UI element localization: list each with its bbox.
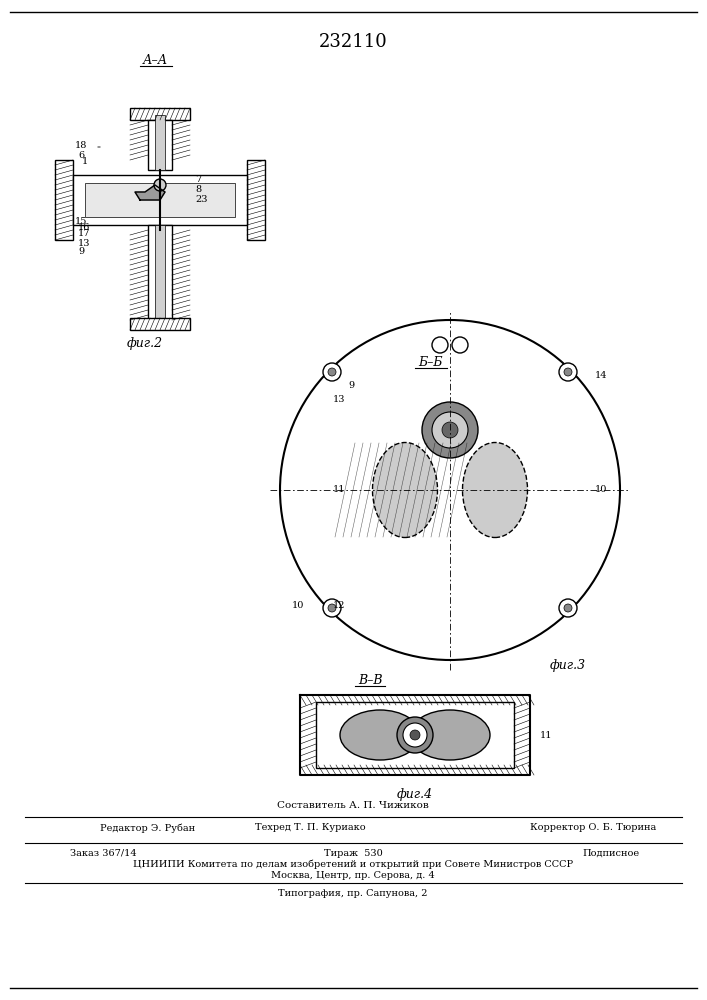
Bar	[130, 108, 190, 120]
Text: 8: 8	[195, 186, 201, 194]
Text: 10: 10	[595, 486, 607, 494]
Bar	[155, 225, 165, 320]
Circle shape	[559, 363, 577, 381]
Text: 12: 12	[332, 600, 345, 609]
Text: В–В: В–В	[358, 674, 382, 686]
Text: 7: 7	[195, 176, 201, 184]
Bar	[85, 183, 235, 217]
Text: фиг.3: фиг.3	[550, 658, 586, 672]
Text: Заказ 367/14: Заказ 367/14	[70, 848, 136, 857]
Text: 16: 16	[78, 224, 90, 232]
Text: Тираж  530: Тираж 530	[324, 848, 382, 857]
Circle shape	[154, 179, 166, 191]
Text: 10: 10	[292, 600, 304, 609]
Text: 14: 14	[595, 370, 607, 379]
Text: А–А: А–А	[142, 53, 168, 66]
Text: Корректор О. Б. Тюрина: Корректор О. Б. Тюрина	[530, 824, 656, 832]
Circle shape	[452, 337, 468, 353]
Text: Редактор Э. Рубан: Редактор Э. Рубан	[100, 823, 195, 833]
Text: Составитель А. П. Чижиков: Составитель А. П. Чижиков	[277, 800, 429, 810]
Text: 13: 13	[78, 239, 90, 248]
Circle shape	[564, 604, 572, 612]
Ellipse shape	[410, 710, 490, 760]
Circle shape	[432, 337, 448, 353]
Bar	[148, 120, 172, 170]
Text: 11: 11	[540, 730, 552, 740]
Circle shape	[410, 730, 420, 740]
Text: 17: 17	[78, 230, 90, 238]
Text: Типография, пр. Сапунова, 2: Типография, пр. Сапунова, 2	[279, 888, 428, 898]
Text: Подписное: Подписное	[583, 848, 640, 857]
Circle shape	[280, 320, 620, 660]
Text: фиг.4: фиг.4	[397, 788, 433, 801]
Ellipse shape	[373, 442, 438, 538]
Text: 9: 9	[78, 247, 84, 256]
Circle shape	[397, 717, 433, 753]
Text: 23: 23	[195, 196, 207, 205]
Text: 6: 6	[78, 150, 84, 159]
Bar	[316, 702, 514, 768]
Text: ЦНИИПИ Комитета по делам изобретений и открытий при Совете Министров СССР: ЦНИИПИ Комитета по делам изобретений и о…	[133, 859, 573, 869]
Bar	[155, 115, 165, 170]
Text: 1: 1	[82, 157, 88, 166]
Text: Москва, Центр, пр. Серова, д. 4: Москва, Центр, пр. Серова, д. 4	[271, 870, 435, 880]
Circle shape	[432, 412, 468, 448]
Circle shape	[403, 723, 427, 747]
Circle shape	[323, 363, 341, 381]
Bar	[148, 225, 172, 320]
Circle shape	[328, 368, 336, 376]
Circle shape	[323, 599, 341, 617]
Bar	[73, 175, 247, 225]
Circle shape	[564, 368, 572, 376]
Circle shape	[328, 604, 336, 612]
Bar	[247, 160, 265, 240]
Ellipse shape	[462, 442, 527, 538]
Text: 11: 11	[332, 486, 345, 494]
Text: 9: 9	[349, 380, 355, 389]
Text: фиг.2: фиг.2	[127, 337, 163, 350]
Bar	[55, 160, 73, 240]
Polygon shape	[300, 695, 530, 775]
Circle shape	[559, 599, 577, 617]
Text: Б–Б: Б–Б	[418, 356, 443, 368]
Circle shape	[422, 402, 478, 458]
Text: 13: 13	[332, 395, 345, 404]
Bar	[130, 318, 190, 330]
Text: 15: 15	[75, 218, 88, 227]
Circle shape	[442, 422, 458, 438]
Ellipse shape	[340, 710, 420, 760]
Polygon shape	[135, 185, 165, 200]
Text: 18: 18	[75, 140, 88, 149]
Text: Техред Т. П. Куриако: Техред Т. П. Куриако	[255, 824, 366, 832]
Text: 232110: 232110	[319, 33, 387, 51]
